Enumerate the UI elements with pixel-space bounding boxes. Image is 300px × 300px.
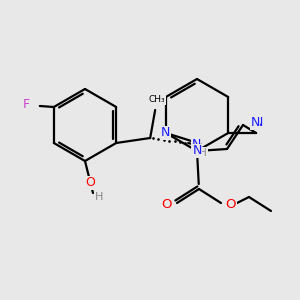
Text: H: H: [95, 192, 103, 202]
Text: N: N: [161, 127, 170, 140]
Text: N: N: [191, 139, 201, 152]
Text: O: O: [226, 199, 236, 212]
Text: O: O: [85, 176, 95, 190]
Text: N: N: [250, 116, 260, 130]
Text: N: N: [192, 145, 202, 158]
Text: H: H: [199, 148, 207, 158]
Text: F: F: [22, 98, 29, 112]
Text: O: O: [162, 199, 172, 212]
Text: CH₃: CH₃: [149, 95, 166, 104]
Text: N: N: [254, 116, 263, 130]
